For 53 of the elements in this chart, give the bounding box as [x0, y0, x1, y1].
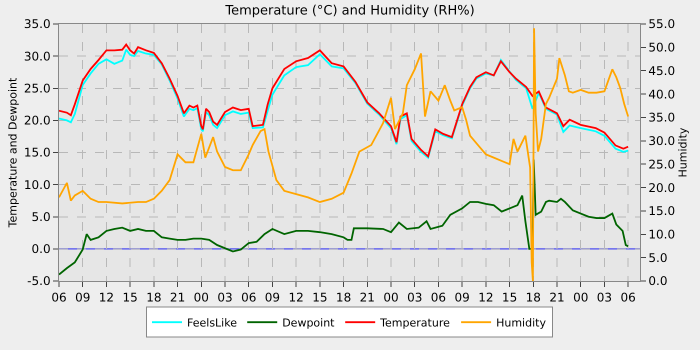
- y-axis-title: Temperature and Dewpoint: [6, 76, 20, 228]
- legend-label: Humidity: [496, 316, 546, 330]
- x-tick-label: 15: [312, 290, 328, 304]
- x-tick-label: 03: [596, 290, 612, 304]
- y2-tick-label: 20.0: [648, 180, 676, 195]
- y2-tick-label: 55.0: [648, 17, 676, 32]
- x-tick-label: 03: [217, 290, 233, 304]
- legend-label: FeelsLike: [187, 316, 238, 330]
- x-tick-label: 06: [241, 290, 256, 304]
- x-tick-label: 09: [454, 290, 470, 304]
- x-tick-label: 21: [549, 290, 565, 304]
- y2-tick-label: 0.0: [648, 274, 668, 288]
- y-tick-label: 5.0: [32, 210, 51, 224]
- legend-label: Temperature: [379, 316, 450, 330]
- y-tick-label: 20.0: [24, 114, 51, 128]
- y-tick-label: -5.0: [27, 274, 51, 288]
- y2-tick-label: 40.0: [648, 87, 676, 102]
- x-tick-label: 12: [288, 290, 304, 304]
- x-tick-label: 18: [146, 290, 162, 304]
- y2-tick-label: 50.0: [648, 40, 676, 55]
- x-tick-label: 21: [360, 290, 375, 304]
- y2-tick-label: 10.0: [648, 227, 676, 242]
- x-tick-label: 06: [620, 290, 636, 304]
- x-tick-label: 15: [502, 290, 518, 304]
- y2-tick-label: 30.0: [648, 134, 676, 148]
- x-tick-label: 06: [430, 290, 446, 304]
- x-tick-label: 12: [478, 290, 494, 304]
- x-tick-label: 09: [75, 290, 90, 304]
- x-tick-label: 00: [194, 290, 209, 304]
- y-tick-label: 25.0: [24, 81, 51, 96]
- y-tick-label: 0.0: [32, 242, 51, 256]
- y2-tick-label: 5.0: [648, 250, 668, 265]
- x-tick-label: 00: [573, 290, 588, 304]
- x-tick-label: 18: [526, 290, 541, 304]
- y-tick-label: 30.0: [24, 49, 51, 64]
- x-tick-label: 03: [407, 290, 422, 304]
- x-tick-label: 00: [383, 290, 399, 304]
- y2-tick-label: 15.0: [648, 204, 676, 218]
- y-tick-label: 10.0: [24, 178, 51, 192]
- y-tick-label: 15.0: [24, 146, 51, 160]
- x-tick-label: 12: [98, 290, 114, 304]
- y-tick-label: 35.0: [24, 17, 51, 32]
- x-tick-label: 06: [51, 290, 67, 304]
- y2-tick-label: 25.0: [648, 157, 676, 172]
- x-tick-label: 09: [264, 290, 280, 304]
- x-tick-label: 18: [336, 290, 352, 304]
- x-tick-label: 21: [170, 290, 186, 304]
- y2-tick-label: 45.0: [648, 64, 676, 78]
- x-tick-label: 15: [122, 290, 138, 304]
- chart-title: Temperature (°C) and Humidity (RH%): [224, 3, 475, 18]
- y2-axis-title: Humidity: [676, 127, 690, 178]
- legend-label: Dewpoint: [282, 316, 336, 330]
- y2-tick-label: 35.0: [648, 110, 676, 125]
